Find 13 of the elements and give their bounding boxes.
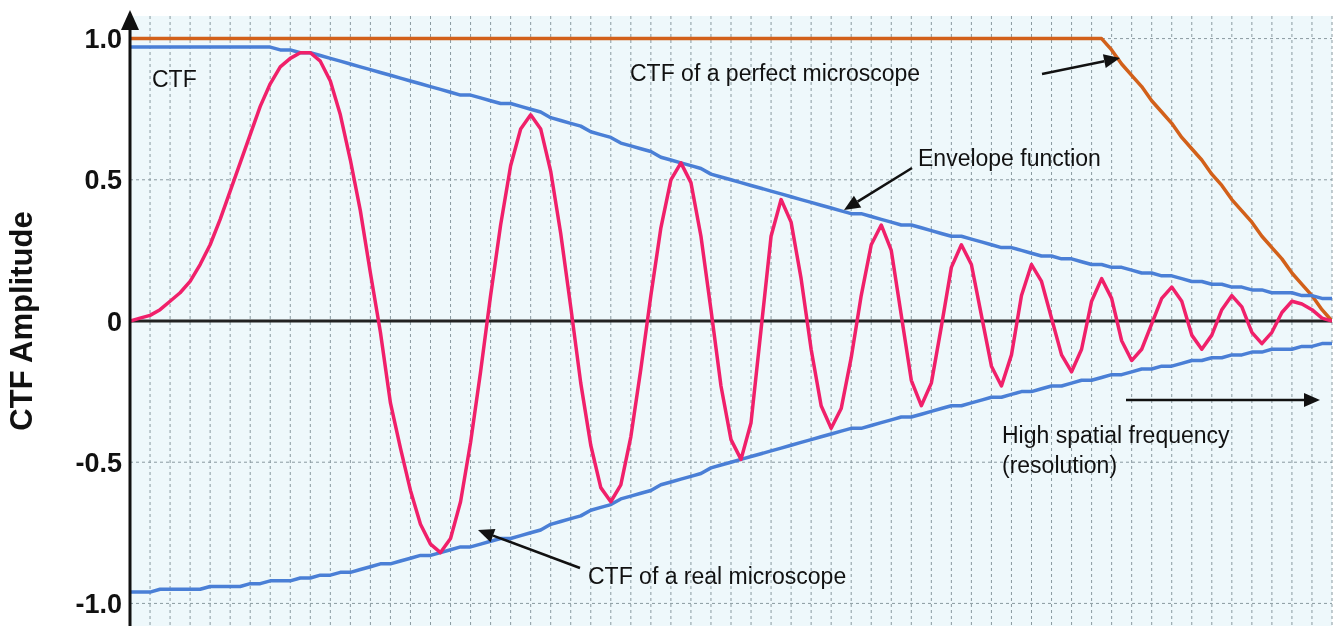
y-axis-title: CTF Amplitude <box>4 211 40 431</box>
annotation: High spatial frequency (resolution) <box>1002 421 1231 480</box>
annotation: CTF <box>152 65 198 94</box>
series-label: CTF of a perfect microscope <box>630 60 921 87</box>
y-tick-label: -1.0 <box>75 588 122 619</box>
y-tick-label: -0.5 <box>75 447 122 478</box>
y-tick-label: 0.5 <box>84 165 122 196</box>
text: Envelope function <box>918 145 1101 172</box>
y-tick-label: 0 <box>106 306 122 337</box>
line-series <box>130 341 1332 594</box>
text: CTF of a real microscope <box>588 563 847 590</box>
line-series <box>130 50 1332 555</box>
y-tick-label: 1.0 <box>84 24 122 55</box>
